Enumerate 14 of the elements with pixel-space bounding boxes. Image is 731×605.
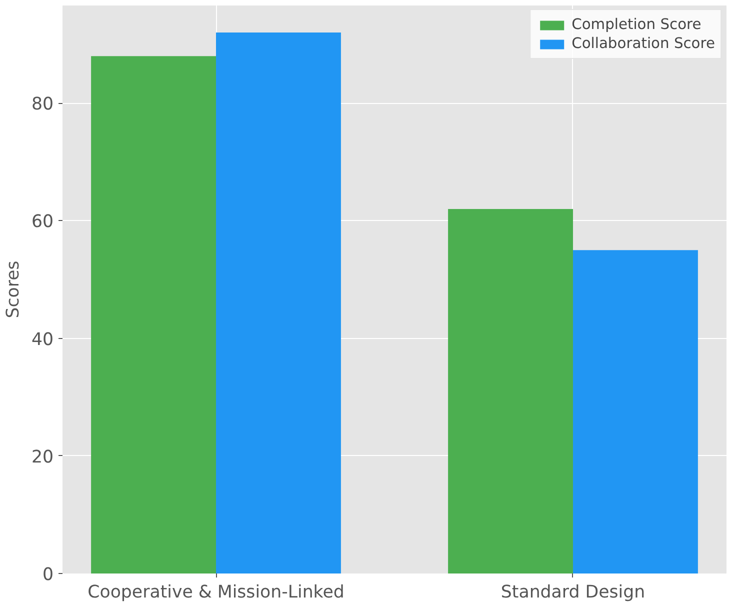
- x-tick-label: Standard Design: [500, 582, 646, 602]
- y-tick-label: 80: [31, 94, 54, 115]
- x-tick-label: Cooperative & Mission-Linked: [88, 582, 344, 602]
- y-tick-label: 40: [31, 330, 54, 350]
- legend-label: Completion Score: [572, 16, 702, 33]
- y-tick-label: 0: [42, 565, 54, 585]
- y-tick-label: 60: [31, 212, 54, 232]
- bar: [216, 32, 341, 574]
- bar: [572, 250, 698, 574]
- y-axis-title: Scores: [3, 260, 24, 318]
- legend-label: Collaboration Score: [572, 35, 715, 52]
- y-tick-label: 20: [31, 447, 54, 468]
- bar: [448, 208, 573, 574]
- bar: [91, 56, 216, 574]
